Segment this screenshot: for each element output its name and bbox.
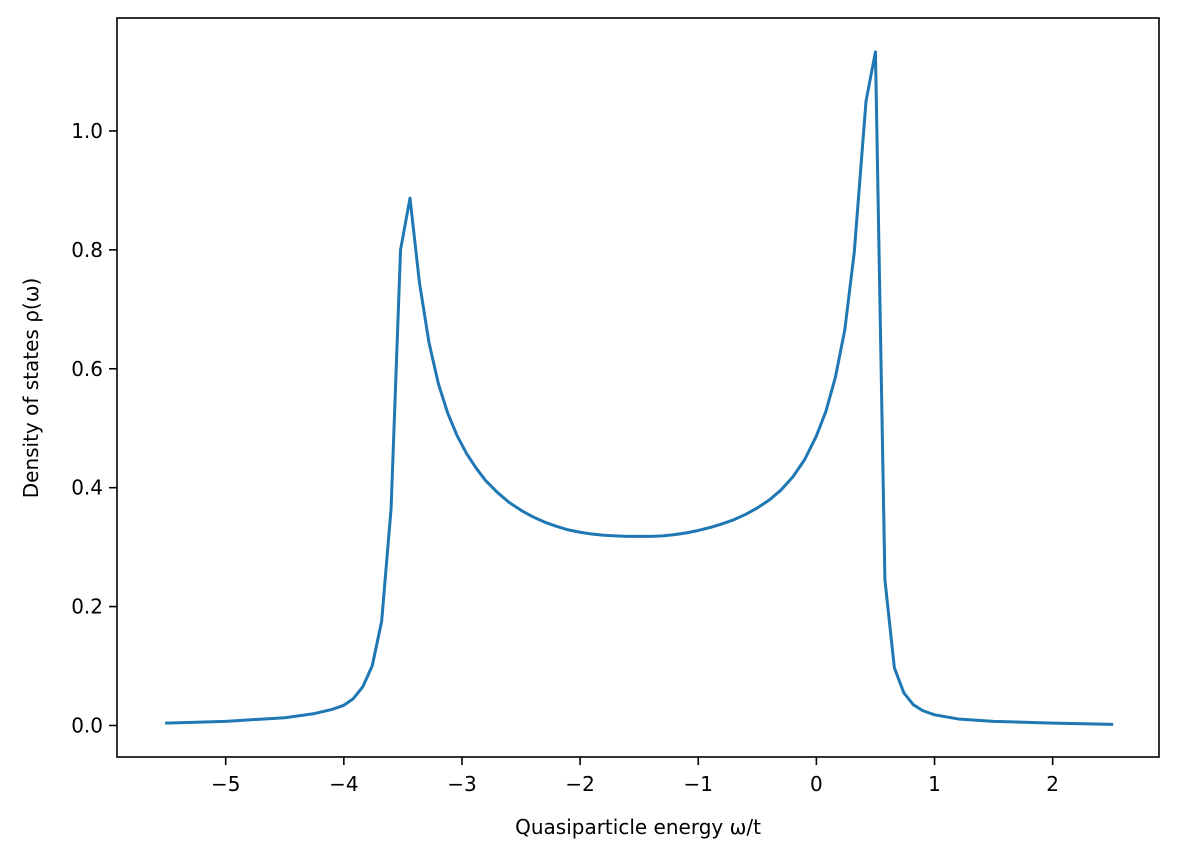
y-tick-label: 1.0 xyxy=(71,119,103,143)
x-tick-label: 1 xyxy=(928,772,941,796)
x-tick-label: −1 xyxy=(684,772,713,796)
x-tick-label: −4 xyxy=(329,772,358,796)
x-tick-label: −3 xyxy=(447,772,476,796)
x-tick-label: −2 xyxy=(565,772,594,796)
y-axis-ticks: 0.0 0.2 0.4 0.6 0.8 1.0 xyxy=(71,119,117,737)
x-axis-title: Quasiparticle energy ω/t xyxy=(515,815,761,839)
x-axis-ticks: −5 −4 −3 −2 −1 0 1 2 xyxy=(211,757,1059,796)
x-tick-label: 0 xyxy=(810,772,823,796)
y-tick-label: 0.4 xyxy=(71,476,103,500)
y-tick-label: 0.0 xyxy=(71,713,103,737)
y-tick-label: 0.6 xyxy=(71,357,103,381)
series-layer xyxy=(165,50,1114,726)
plot-area xyxy=(117,18,1159,757)
y-tick-label: 0.2 xyxy=(71,595,103,619)
dos-series-line xyxy=(165,50,1114,726)
x-tick-label: −5 xyxy=(211,772,240,796)
x-tick-label: 2 xyxy=(1046,772,1059,796)
y-axis-title: Density of states ρ(ω) xyxy=(19,278,43,499)
y-tick-label: 0.8 xyxy=(71,238,103,262)
plot-frame xyxy=(116,17,1160,758)
